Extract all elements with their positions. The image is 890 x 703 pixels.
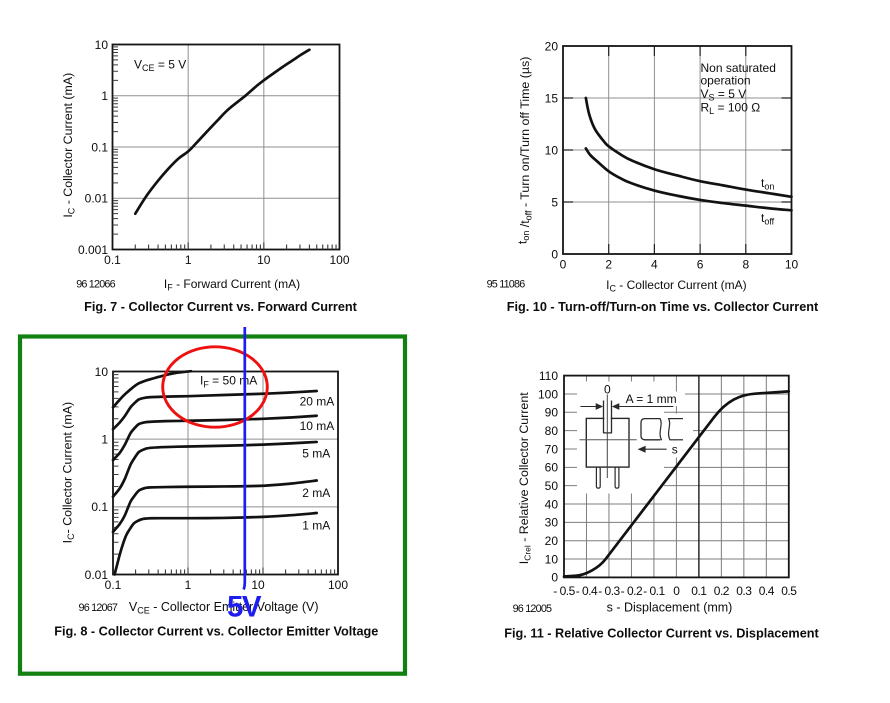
svg-text:10: 10 [545, 552, 559, 566]
svg-text:0.001: 0.001 [78, 243, 108, 257]
svg-text:0.01: 0.01 [85, 568, 109, 582]
svg-text:100: 100 [329, 253, 349, 267]
svg-text:0.5: 0.5 [781, 584, 797, 598]
svg-text:0: 0 [551, 571, 558, 585]
svg-text:0.3: 0.3 [736, 584, 752, 598]
svg-text:20: 20 [545, 39, 559, 53]
svg-text:RL = 100 Ω: RL = 100 Ω [701, 101, 761, 117]
svg-text:96 12066: 96 12066 [76, 278, 115, 290]
svg-text:VCE - Collector Emitter Voltag: VCE - Collector Emitter Voltage (V) [129, 600, 319, 616]
svg-text:2: 2 [605, 258, 612, 272]
svg-text:50: 50 [545, 479, 559, 493]
svg-text:70: 70 [545, 442, 559, 456]
svg-text:80: 80 [545, 424, 559, 438]
svg-text:0.4: 0.4 [759, 584, 775, 598]
svg-text:110: 110 [539, 369, 558, 383]
svg-text:0: 0 [673, 584, 680, 598]
svg-text:1: 1 [185, 253, 192, 267]
svg-text:Fig. 11 - Relative Collector C: Fig. 11 - Relative Collector Current vs.… [504, 626, 819, 640]
svg-text:s - Displacement (mm): s - Displacement (mm) [607, 601, 733, 615]
svg-text:IC - Collector Current (mA): IC - Collector Current (mA) [606, 278, 747, 294]
svg-text:96 12067: 96 12067 [79, 602, 118, 614]
svg-text:0: 0 [560, 258, 567, 272]
svg-text:0.1: 0.1 [691, 584, 707, 598]
svg-text:- 0.1: - 0.1 [643, 584, 665, 598]
svg-text:IC- Collector Current (mA): IC- Collector Current (mA) [60, 402, 76, 543]
svg-text:4: 4 [651, 258, 658, 272]
svg-text:6: 6 [697, 258, 704, 272]
svg-text:90: 90 [545, 406, 559, 420]
svg-text:- 0.3: - 0.3 [598, 584, 620, 598]
svg-text:s: s [672, 442, 678, 456]
svg-text:10: 10 [785, 258, 799, 272]
svg-text:0.2: 0.2 [714, 584, 730, 598]
svg-text:100: 100 [328, 578, 348, 592]
svg-text:2 mA: 2 mA [302, 486, 330, 500]
svg-text:0.01: 0.01 [85, 192, 109, 206]
svg-text:1 mA: 1 mA [302, 518, 330, 532]
svg-text:0.1: 0.1 [91, 140, 108, 154]
svg-text:- 0.2: - 0.2 [621, 584, 643, 598]
svg-text:ton /toff - Turn on/Turn off T: ton /toff - Turn on/Turn off Time (µs) [516, 57, 534, 244]
svg-text:Non saturated: Non saturated [701, 61, 776, 75]
svg-text:20 mA: 20 mA [300, 394, 335, 408]
svg-text:0: 0 [604, 383, 611, 397]
svg-text:0: 0 [551, 247, 558, 261]
svg-text:10: 10 [251, 578, 265, 592]
svg-text:5: 5 [551, 195, 558, 209]
svg-text:Fig. 8 - Collector Current vs.: Fig. 8 - Collector Current vs. Collector… [54, 625, 378, 639]
svg-text:Fig. 7 - Collector Current vs.: Fig. 7 - Collector Current vs. Forward C… [84, 300, 358, 314]
svg-text:A = 1 mm: A = 1 mm [626, 392, 677, 406]
svg-text:15: 15 [545, 91, 559, 105]
svg-text:100: 100 [538, 387, 558, 401]
svg-text:0.1: 0.1 [104, 253, 121, 267]
svg-text:60: 60 [545, 461, 559, 475]
svg-text:10: 10 [95, 38, 109, 52]
svg-text:0.1: 0.1 [91, 500, 108, 514]
svg-text:0.1: 0.1 [105, 578, 122, 592]
svg-text:95 11086: 95 11086 [487, 279, 526, 291]
svg-text:IF - Forward Current (mA): IF - Forward Current (mA) [164, 277, 300, 293]
svg-text:1: 1 [101, 432, 108, 446]
svg-text:96 12005: 96 12005 [513, 603, 552, 615]
svg-text:VCE = 5 V: VCE = 5 V [134, 58, 186, 74]
svg-text:40: 40 [545, 497, 559, 511]
svg-text:1: 1 [101, 89, 108, 103]
svg-text:5 mA: 5 mA [302, 447, 330, 461]
svg-text:30: 30 [545, 516, 559, 530]
svg-text:- 0.5: - 0.5 [553, 584, 575, 598]
svg-text:5V: 5V [227, 591, 262, 624]
svg-text:8: 8 [742, 258, 749, 272]
svg-text:operation: operation [701, 73, 751, 87]
svg-text:10: 10 [95, 365, 109, 379]
svg-text:Fig. 10 - Turn-off/Turn-on Tim: Fig. 10 - Turn-off/Turn-on Time vs. Coll… [507, 300, 819, 314]
svg-text:- 0.4: - 0.4 [576, 584, 598, 598]
svg-text:IC - Collector Current (mA): IC - Collector Current (mA) [61, 73, 77, 218]
svg-text:1: 1 [185, 578, 192, 592]
svg-text:IF = 50 mA: IF = 50 mA [200, 374, 257, 390]
svg-text:20: 20 [545, 534, 559, 548]
svg-text:10: 10 [545, 143, 559, 157]
svg-text:ICrel - Relative Collector Cur: ICrel - Relative Collector Current [517, 392, 533, 564]
svg-text:10 mA: 10 mA [300, 419, 335, 433]
svg-text:10: 10 [257, 253, 271, 267]
